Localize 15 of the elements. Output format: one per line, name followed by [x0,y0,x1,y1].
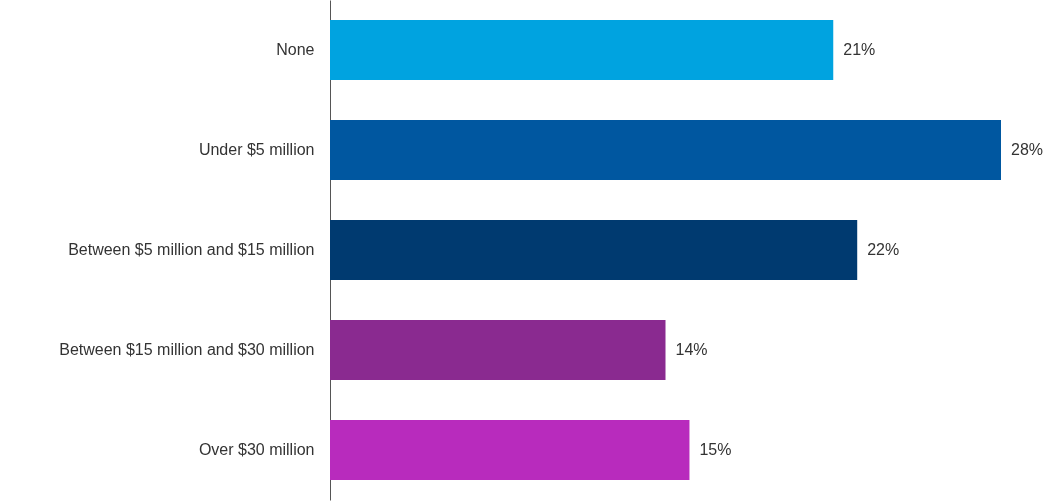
bar [330,420,690,480]
y-tick-label: Between $15 million and $30 million [59,341,315,358]
data-label: 14% [675,341,708,358]
bar [330,220,858,280]
data-label: 22% [867,241,900,258]
data-label: 28% [1011,141,1044,158]
y-tick-label: Under $5 million [198,141,315,158]
bar [330,20,834,80]
y-tick-label: None [276,41,315,58]
y-tick-label: Over $30 million [198,441,315,458]
bar [330,320,666,380]
bar [330,120,1001,180]
data-label: 15% [699,441,732,458]
y-tick-label: Between $5 million and $15 million [68,241,315,258]
data-label: 21% [843,41,876,58]
